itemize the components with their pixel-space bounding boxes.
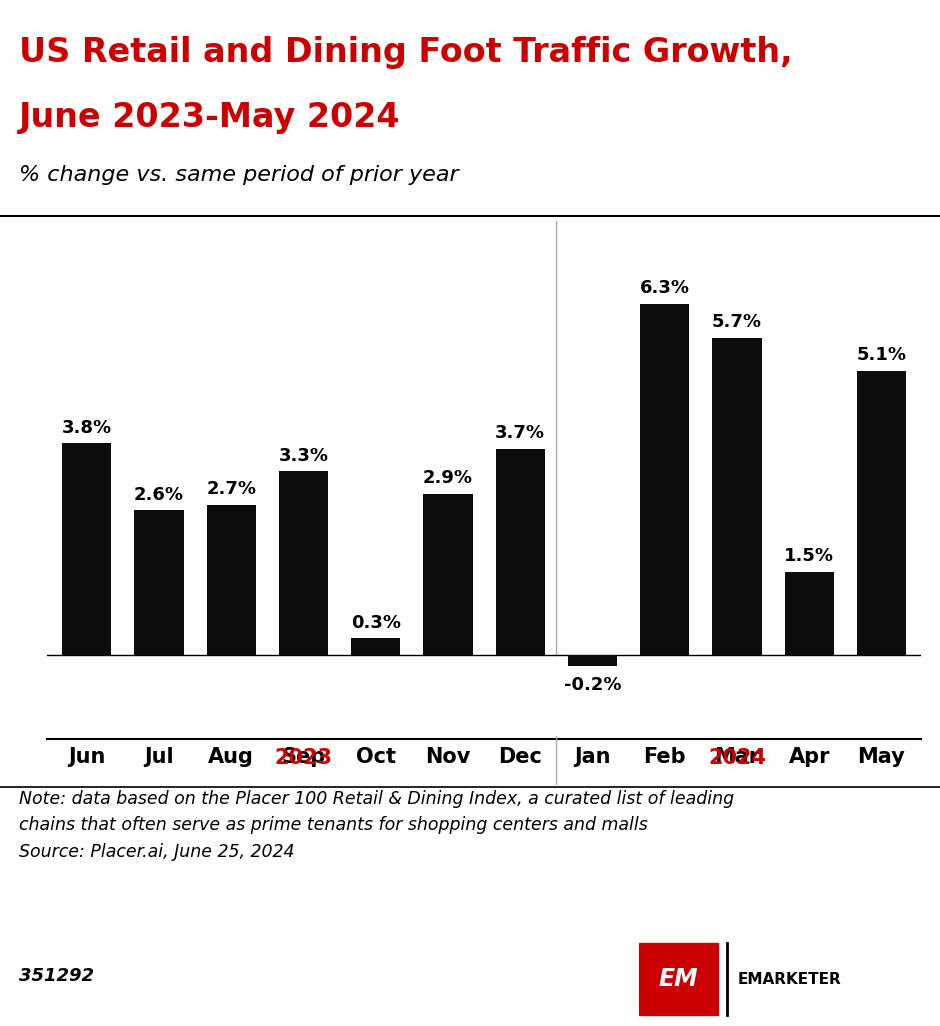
Text: 351292: 351292 — [19, 966, 94, 985]
Text: 5.1%: 5.1% — [856, 347, 906, 364]
Text: 5.7%: 5.7% — [712, 313, 762, 331]
Text: 2023: 2023 — [274, 748, 333, 767]
Text: % change vs. same period of prior year: % change vs. same period of prior year — [19, 165, 459, 185]
Bar — [423, 494, 473, 656]
Text: US Retail and Dining Foot Traffic Growth,: US Retail and Dining Foot Traffic Growth… — [19, 36, 792, 69]
Text: 2.7%: 2.7% — [206, 480, 257, 498]
Bar — [495, 449, 545, 656]
Bar — [640, 304, 689, 656]
Text: 6.3%: 6.3% — [640, 279, 690, 298]
Bar — [207, 505, 256, 656]
Text: Note: data based on the Placer 100 Retail & Dining Index, a curated list of lead: Note: data based on the Placer 100 Retai… — [19, 790, 734, 861]
Bar — [352, 638, 400, 656]
Bar — [857, 371, 906, 656]
Bar — [134, 510, 183, 656]
Bar — [639, 944, 718, 1016]
Text: 1.5%: 1.5% — [784, 547, 834, 565]
Text: 0.3%: 0.3% — [351, 614, 400, 632]
Text: 2.6%: 2.6% — [134, 485, 184, 504]
Bar — [568, 656, 617, 666]
Text: 3.7%: 3.7% — [495, 425, 545, 442]
Text: 3.3%: 3.3% — [278, 446, 328, 465]
Text: 2.9%: 2.9% — [423, 469, 473, 487]
Text: June 2023-May 2024: June 2023-May 2024 — [19, 101, 400, 133]
Text: 2024: 2024 — [708, 748, 766, 767]
Text: EM: EM — [659, 968, 698, 991]
Bar — [62, 443, 111, 656]
Text: EMARKETER: EMARKETER — [738, 972, 841, 987]
Bar — [785, 571, 834, 656]
Bar — [713, 338, 761, 656]
Text: 3.8%: 3.8% — [62, 419, 112, 437]
Text: -0.2%: -0.2% — [564, 676, 621, 695]
Bar — [279, 471, 328, 656]
